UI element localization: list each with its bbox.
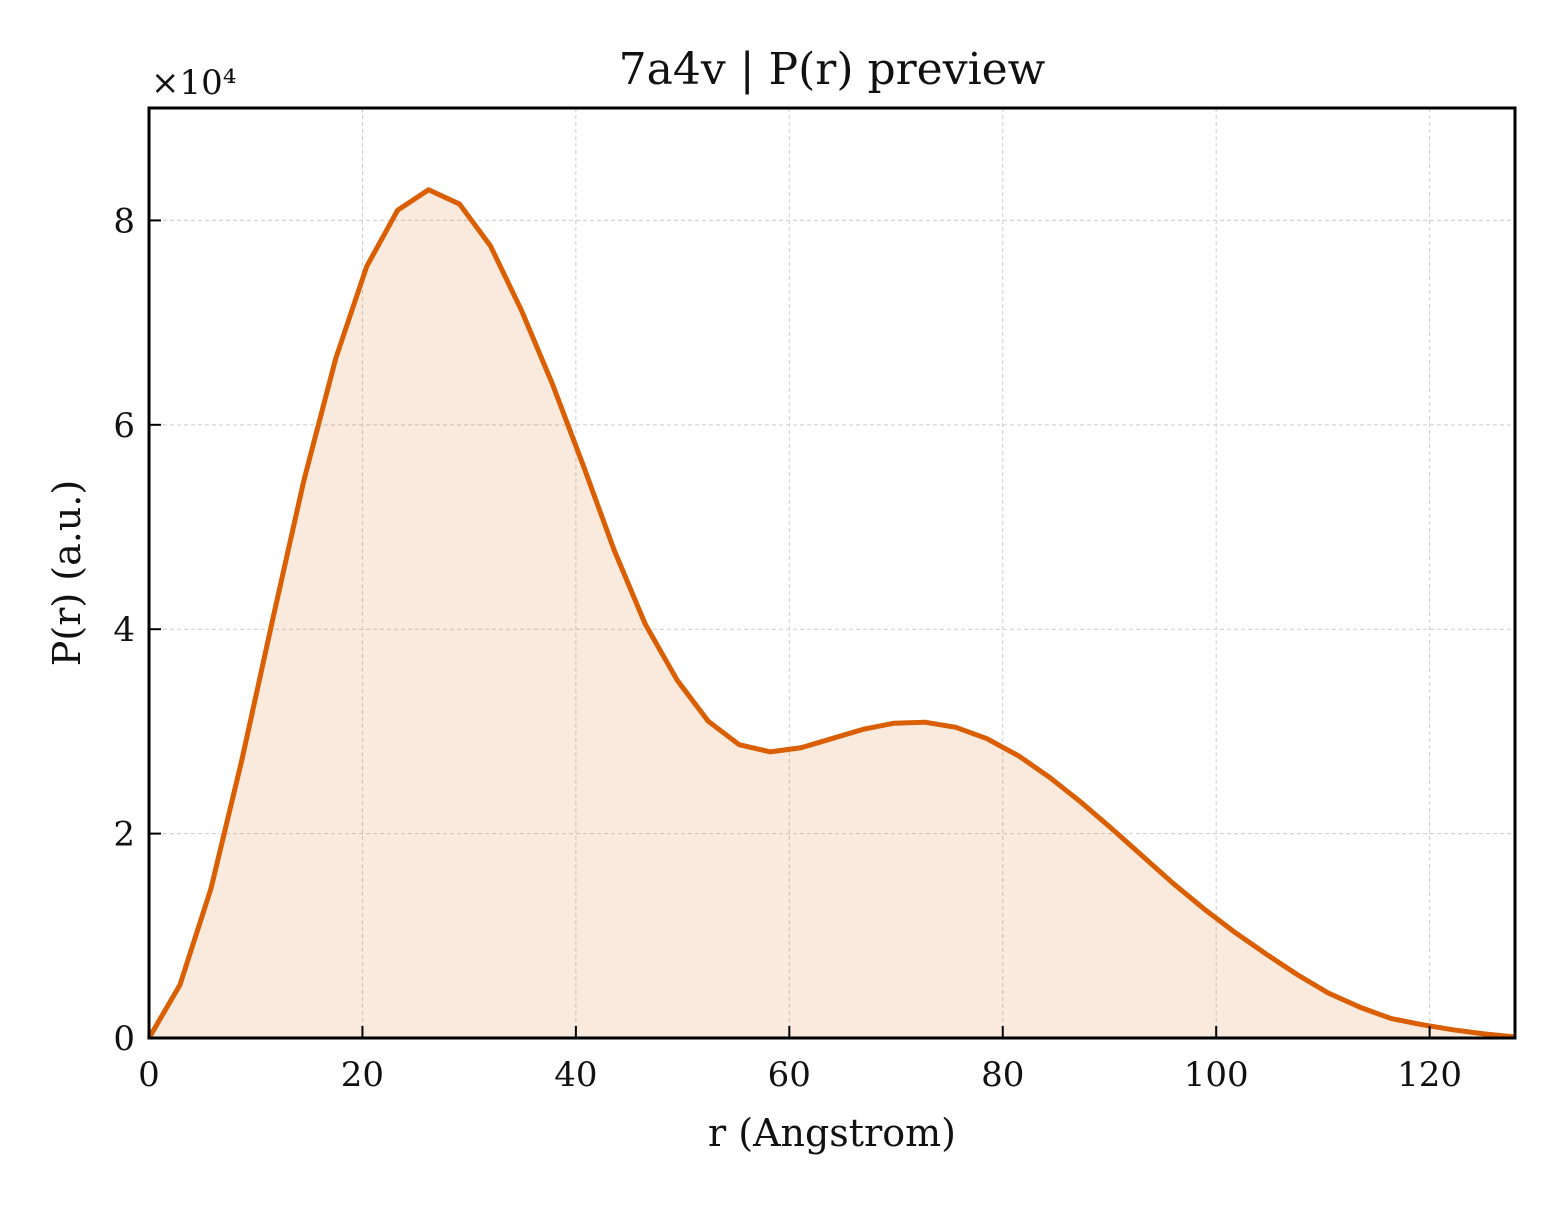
x-axis-label: r (Angstrom) <box>708 1111 956 1155</box>
y-tick-label-1: 2 <box>113 815 135 855</box>
y-tick-label-3: 6 <box>113 406 135 446</box>
pr-area-fill <box>149 189 1515 1038</box>
x-tick-label-6: 120 <box>1397 1055 1462 1095</box>
x-tick-label-2: 40 <box>554 1055 597 1095</box>
y-axis-multiplier: ×10⁴ <box>151 63 236 103</box>
y-axis-label: P(r) (a.u.) <box>45 480 89 666</box>
x-tick-label-5: 100 <box>1184 1055 1249 1095</box>
y-tick-label-2: 4 <box>113 610 135 650</box>
y-tick-label-0: 0 <box>113 1019 135 1059</box>
y-tick-label-4: 8 <box>113 201 135 241</box>
x-tick-label-4: 80 <box>981 1055 1024 1095</box>
pr-series-line <box>146 187 1516 1040</box>
x-tick-label-1: 20 <box>341 1055 384 1095</box>
x-tick-label-0: 0 <box>138 1055 160 1095</box>
axis-ticks: 0 20 40 60 80 100 120 0 2 4 6 8 <box>113 201 1462 1095</box>
x-tick-label-3: 60 <box>768 1055 811 1095</box>
plot-frame <box>147 106 1517 1040</box>
chart-title: 7a4v | P(r) preview <box>619 44 1046 95</box>
